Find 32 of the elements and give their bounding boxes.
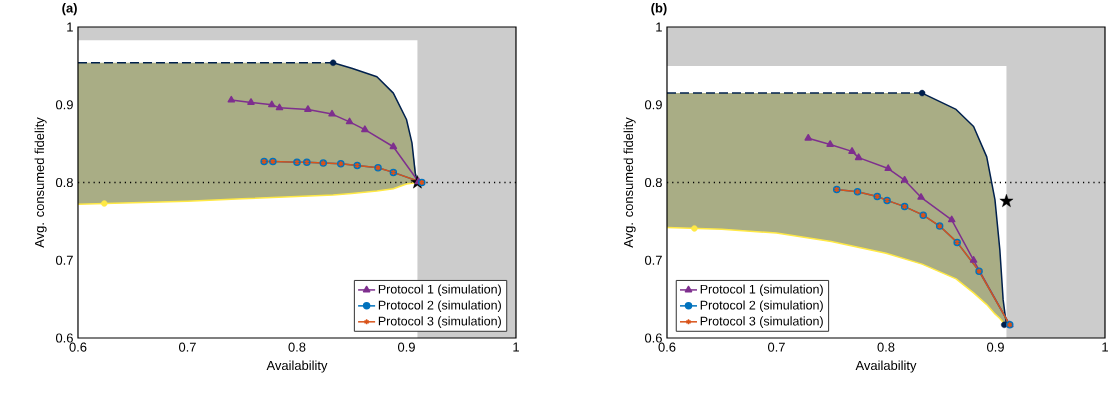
y-tick-label: 0.6 [55, 333, 73, 343]
y-tick-label: 0.9 [55, 100, 73, 110]
legend-label: Protocol 1 (simulation) [378, 284, 501, 297]
x-tick-label: 1 [513, 342, 519, 352]
legend-label: Protocol 1 (simulation) [700, 284, 823, 297]
x-tick-label: 0.8 [877, 342, 895, 352]
y-tick-label: 1 [67, 22, 73, 32]
legend-label: Protocol 3 (simulation) [378, 316, 501, 328]
legend-label: Protocol 3 (simulation) [700, 316, 823, 328]
x-axis-title: Availability [266, 360, 328, 373]
x-tick-label: 0.6 [658, 342, 676, 352]
legend-label: Protocol 2 (simulation) [378, 300, 501, 312]
x-axis-title: Availability [855, 360, 917, 373]
legend-label: Protocol 2 (simulation) [700, 300, 823, 312]
y-tick-label: 1 [656, 22, 662, 32]
y-tick-label: 0.7 [644, 255, 662, 265]
y-tick-label: 0.9 [644, 100, 662, 110]
y-tick-label: 0.6 [644, 333, 662, 343]
x-tick-label: 0.7 [767, 342, 785, 352]
y-tick-label: 0.8 [644, 177, 662, 188]
x-tick-label: 1 [1102, 342, 1108, 352]
x-tick-label: 0.9 [397, 342, 415, 352]
x-tick-label: 0.6 [69, 342, 87, 352]
y-tick-label: 0.7 [55, 255, 73, 265]
chart-title: (b) [651, 3, 667, 16]
y-tick-label: 0.8 [55, 177, 73, 188]
y-axis-title: Avg. consumed fidelity [34, 117, 47, 248]
chart-title: (a) [62, 3, 77, 16]
x-tick-label: 0.9 [986, 342, 1004, 352]
x-tick-label: 0.8 [288, 342, 306, 352]
y-axis-title: Avg. consumed fidelity [623, 117, 636, 248]
x-tick-label: 0.7 [178, 342, 196, 352]
